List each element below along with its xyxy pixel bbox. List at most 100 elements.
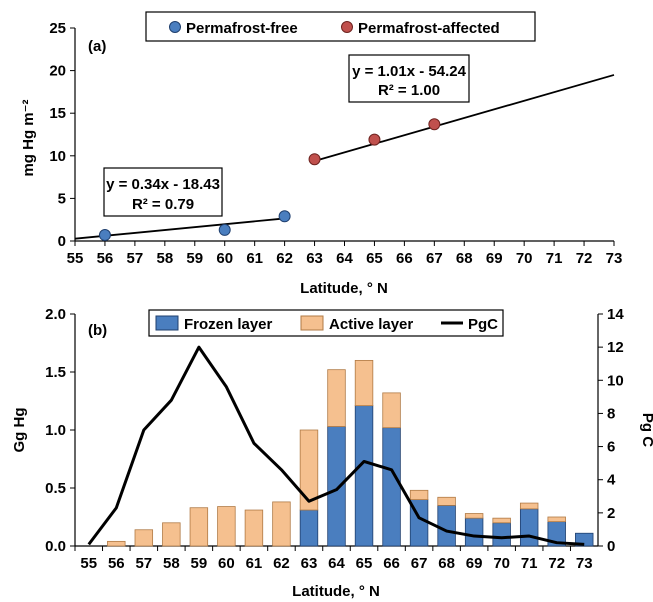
panel-a-y-tick-label: 25 <box>49 20 66 37</box>
panel-a-x-tick-label: 72 <box>576 250 593 267</box>
panel-b-x-tick-label: 58 <box>163 555 180 572</box>
panel-b-x-tick-label: 63 <box>301 555 318 572</box>
bar-frozen-layer <box>464 517 484 547</box>
equation-box-permafrost-free: y = 0.34x - 18.43 R² = 0.79 <box>103 167 223 217</box>
legend-label-permafrost-free: Permafrost-free <box>186 20 298 37</box>
panel-b-y2-tick-label: 0 <box>607 538 615 555</box>
data-point-permafrost-free <box>278 210 291 223</box>
panel-a-points <box>98 118 441 242</box>
panel-b-y-tick-label: 0.0 <box>45 538 66 555</box>
bar-frozen-layer <box>437 504 456 547</box>
panel-b-x-tick-label: 55 <box>80 555 97 572</box>
data-point-permafrost-affected <box>428 118 441 131</box>
panel-a-x-tick-label: 61 <box>246 250 263 267</box>
legend-swatch-frozen-layer <box>155 315 179 331</box>
bar-active-layer <box>299 429 319 511</box>
panel-a-tick-labels: 55 56 57 58 59 60 61 62 63 64 65 66 67 68 69 70 71 72 73 0 5… <box>49 20 622 267</box>
panel-a-x-tick-label: 67 <box>426 250 443 267</box>
bar-active-layer <box>492 517 511 524</box>
panel-b-x-tick-label: 69 <box>466 555 483 572</box>
panel-b-x-tick-label: 72 <box>548 555 565 572</box>
panel-b-x-tick-label: 61 <box>246 555 263 572</box>
bar-frozen-layer <box>382 427 401 547</box>
panel-a-label: (a) <box>88 38 106 55</box>
panel-b-x-tick-label: 56 <box>108 555 125 572</box>
equation-text-permafrost-affected: y = 1.01x - 54.24 <box>352 63 466 80</box>
legend-swatch-active-layer <box>300 315 324 331</box>
panel-a-x-tick-label: 71 <box>546 250 563 267</box>
panel-b-x-tick-label: 71 <box>521 555 538 572</box>
bar-frozen-layer <box>519 508 539 547</box>
panel-b-x-tick-label: 57 <box>135 555 152 572</box>
panel-a-x-tick-label: 56 <box>97 250 114 267</box>
panel-b-y2-tick-label: 2 <box>607 505 615 522</box>
panel-a-x-tick-label: 63 <box>306 250 323 267</box>
pgc-series-line <box>87 345 585 546</box>
legend-label-pgc: PgC <box>468 316 498 333</box>
panel-a-x-axis-title: Latitude, ° N <box>300 280 388 297</box>
panel-b-y2-tick-label: 8 <box>607 405 615 422</box>
bar-active-layer <box>547 516 566 523</box>
panel-b-y2-axis-title: Pg C <box>639 413 653 447</box>
panel-b-x-tick-label: 60 <box>218 555 235 572</box>
legend-marker-permafrost-free <box>169 21 181 33</box>
panel-a-axes <box>70 27 615 246</box>
panel-b-chart: 55 56 57 58 59 60 61 62 63 64 65 66 67 68 69 70 71 72 730.… <box>11 306 653 600</box>
panel-a-x-tick-label: 66 <box>396 250 413 267</box>
panel-b-label: (b) <box>88 322 107 339</box>
panel-a-x-tick-label: 55 <box>67 250 84 267</box>
panel-b-y-tick-label: 2.0 <box>45 306 66 323</box>
panel-b-tick-labels: 55 56 57 58 59 60 61 62 63 64 65 66 67 68 69 70 71 72 730.… <box>45 306 624 572</box>
data-point-permafrost-affected <box>308 153 321 166</box>
panel-a-y-axis-title: mg Hg m⁻² <box>20 99 37 176</box>
panel-a-legend-box <box>145 11 536 42</box>
panel-b-y2-tick-label: 4 <box>607 472 616 489</box>
panel-a-x-tick-label: 59 <box>186 250 203 267</box>
panel-b-x-tick-label: 73 <box>576 555 593 572</box>
bar-active-layer <box>189 507 209 547</box>
panel-b-pgc-line <box>87 345 585 546</box>
bar-active-layer <box>519 502 539 510</box>
legend-label-frozen-layer: Frozen layer <box>184 316 273 333</box>
bar-active-layer <box>437 496 456 506</box>
panel-b-bars <box>107 359 594 547</box>
bar-active-layer <box>464 513 484 519</box>
panel-b-y2-tick-label: 6 <box>607 439 615 456</box>
panel-b-y-axis-title: Gg Hg <box>11 408 28 453</box>
panel-a-x-tick-label: 65 <box>366 250 383 267</box>
panel-b-x-tick-label: 64 <box>328 555 345 572</box>
panel-b-legend-box <box>148 309 504 337</box>
bar-active-layer <box>134 529 154 547</box>
bar-active-layer <box>244 509 264 547</box>
bar-active-layer <box>107 540 126 547</box>
bar-frozen-layer <box>354 405 374 547</box>
legend-label-active-layer: Active layer <box>329 316 413 333</box>
panel-b-y2-tick-label: 14 <box>607 306 624 323</box>
panel-b-x-tick-label: 70 <box>493 555 510 572</box>
panel-b-y-tick-label: 1.5 <box>45 364 66 381</box>
panel-a-y-tick-label: 0 <box>58 233 66 250</box>
bar-active-layer <box>327 369 346 427</box>
panel-a-x-tick-label: 62 <box>276 250 293 267</box>
panel-b-x-tick-label: 65 <box>356 555 373 572</box>
panel-b-y2-tick-label: 12 <box>607 339 624 356</box>
panel-b-x-tick-label: 68 <box>438 555 455 572</box>
panel-a-y-tick-label: 20 <box>49 63 66 80</box>
panel-b-x-tick-label: 62 <box>273 555 290 572</box>
r2-text-permafrost-free: R² = 0.79 <box>132 196 194 213</box>
panel-a-chart: 55 56 57 58 59 60 61 62 63 64 65 66 67 68 69 70 71 72 73 0 5… <box>20 11 622 297</box>
data-point-permafrost-free <box>98 229 111 242</box>
panel-a-x-tick-label: 68 <box>456 250 473 267</box>
bar-active-layer <box>354 359 374 407</box>
r2-text-permafrost-affected: R² = 1.00 <box>378 82 440 99</box>
panel-b-x-tick-label: 59 <box>191 555 208 572</box>
panel-b-x-tick-label: 66 <box>383 555 400 572</box>
trendline-permafrost-affected <box>314 74 615 162</box>
panel-a-y-tick-label: 5 <box>58 190 66 207</box>
panel-a-x-tick-label: 57 <box>127 250 144 267</box>
bar-active-layer <box>217 506 236 547</box>
panel-a-x-tick-label: 70 <box>516 250 533 267</box>
panel-a-legend: Permafrost-free Permafrost-affected <box>145 11 536 42</box>
panel-a-x-tick-label: 58 <box>156 250 173 267</box>
